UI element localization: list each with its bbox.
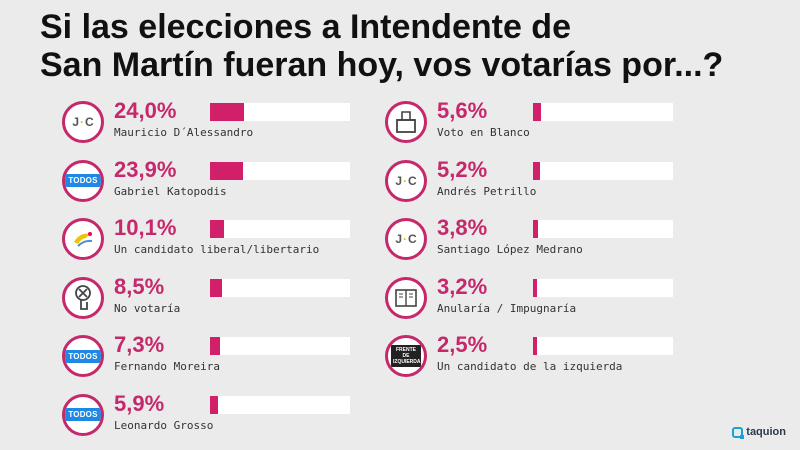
category-label: Mauricio D´Alessandro bbox=[114, 126, 254, 139]
chart-row: FRENTE DE IZQUIERDA 2,5% Un candidato de l… bbox=[385, 332, 685, 387]
jc-dot: · bbox=[80, 115, 84, 129]
category-label: Gabriel Katopodis bbox=[114, 184, 227, 198]
bar-track bbox=[210, 395, 350, 414]
bar bbox=[210, 220, 225, 238]
jc-logo-frame: J · C bbox=[385, 159, 427, 202]
bar-track bbox=[210, 161, 350, 180]
todos-logo: TODOS bbox=[65, 174, 101, 187]
category-label: Leonardo Grosso bbox=[114, 418, 214, 432]
bar bbox=[533, 103, 541, 121]
data-label: 2,5% bbox=[437, 332, 488, 357]
data-label: 5,9% bbox=[114, 390, 165, 416]
jc-letter-c: C bbox=[408, 232, 417, 246]
data-label: 3,2% bbox=[437, 273, 488, 299]
chart-row: J · C 3,8% Santiago López Medrano bbox=[385, 215, 685, 270]
chart-title-line-1: Si las elecciones a Intendente de bbox=[40, 8, 571, 46]
chart-title-line-2: San Martín fueran hoy, vos votarías por.… bbox=[40, 46, 724, 84]
bar-track bbox=[210, 278, 350, 297]
jc-letter-j: J bbox=[395, 173, 402, 188]
bar bbox=[210, 395, 219, 414]
liberal-icon bbox=[74, 232, 93, 247]
data-label: 23,9% bbox=[114, 156, 177, 182]
jc-letter-j: J bbox=[72, 115, 79, 129]
jc-logo-frame: J · C bbox=[62, 101, 104, 143]
void-ballot-icon bbox=[395, 288, 417, 307]
chart-row: 10,1% Un candidato liberal/libertario bbox=[62, 215, 362, 270]
chart-row: 3,2% Anularía / Impugnaría bbox=[385, 273, 685, 329]
no-vote-icon-frame bbox=[62, 276, 104, 319]
data-label: 3,8% bbox=[437, 215, 488, 240]
bar-track bbox=[210, 103, 350, 121]
data-label: 5,6% bbox=[437, 98, 488, 123]
category-label: Santiago López Medrano bbox=[437, 243, 583, 256]
jc-letter-c: C bbox=[85, 115, 94, 129]
category-label: Fernando Moreira bbox=[114, 360, 220, 373]
ballot-box-icon-frame bbox=[385, 101, 427, 143]
bar bbox=[533, 337, 537, 355]
void-ballot-icon-frame bbox=[385, 276, 427, 319]
frente-izquierda-logo-frame: FRENTE DE IZQUIERDA bbox=[385, 335, 427, 377]
chart-row: TODOS 23,9% Gabriel Katopodis bbox=[62, 156, 362, 212]
brand-logo: taquion bbox=[732, 426, 786, 439]
ballot-box-icon bbox=[396, 111, 416, 133]
category-label: Un candidato de la izquierda bbox=[437, 360, 623, 373]
frente-izquierda-logo: FRENTE DE IZQUIERDA bbox=[391, 345, 421, 367]
taquion-icon bbox=[732, 426, 745, 439]
liberal-icon-frame bbox=[62, 218, 104, 260]
brand-name: taquion bbox=[746, 426, 786, 438]
bar-track bbox=[533, 103, 673, 121]
bar-track bbox=[210, 337, 350, 355]
jc-logo: J · C bbox=[395, 232, 416, 246]
jc-letter-c: C bbox=[408, 173, 417, 188]
todos-logo: TODOS bbox=[65, 408, 101, 421]
bar-track bbox=[533, 220, 673, 238]
bar bbox=[210, 337, 221, 355]
jc-logo-frame: J · C bbox=[385, 218, 427, 260]
category-label: Un candidato liberal/libertario bbox=[114, 243, 320, 256]
chart-row: TODOS 7,3% Fernando Moreira bbox=[62, 332, 362, 387]
bar bbox=[533, 220, 539, 238]
data-label: 8,5% bbox=[114, 273, 165, 299]
todos-logo-frame: TODOS bbox=[62, 335, 104, 377]
bar-track bbox=[533, 278, 673, 297]
chart-row: 5,6% Voto en Blanco bbox=[385, 98, 685, 153]
chart-row: J · C 5,2% Andrés Petrillo bbox=[385, 156, 685, 212]
category-label: No votaría bbox=[114, 301, 181, 315]
jc-dot: · bbox=[403, 232, 407, 246]
no-vote-icon bbox=[75, 284, 91, 310]
data-label: 10,1% bbox=[114, 215, 177, 240]
todos-logo-frame: TODOS bbox=[62, 393, 104, 436]
bar bbox=[533, 161, 541, 180]
todos-logo-frame: TODOS bbox=[62, 159, 104, 202]
data-label: 7,3% bbox=[114, 332, 165, 357]
bar bbox=[210, 103, 244, 121]
bar-track bbox=[533, 337, 673, 355]
chart-row: TODOS 5,9% Leonardo Grosso bbox=[62, 390, 362, 446]
chart-row: J · C 24,0% Mauricio D´Alessandro bbox=[62, 98, 362, 153]
jc-logo: J · C bbox=[72, 115, 93, 129]
category-label: Voto en Blanco bbox=[437, 126, 530, 139]
data-label: 24,0% bbox=[114, 98, 177, 123]
bar-track bbox=[533, 161, 673, 180]
bar bbox=[533, 278, 538, 297]
jc-logo: J · C bbox=[395, 174, 416, 188]
bar bbox=[210, 278, 222, 297]
chart-row: 8,5% No votaría bbox=[62, 273, 362, 329]
category-label: Andrés Petrillo bbox=[437, 184, 537, 198]
jc-letter-j: J bbox=[395, 232, 402, 246]
category-label: Anularía / Impugnaría bbox=[437, 301, 577, 315]
data-label: 5,2% bbox=[437, 156, 488, 182]
bar-track bbox=[210, 220, 350, 238]
bar bbox=[210, 161, 244, 180]
todos-logo: TODOS bbox=[65, 349, 101, 363]
jc-dot: · bbox=[403, 173, 407, 188]
